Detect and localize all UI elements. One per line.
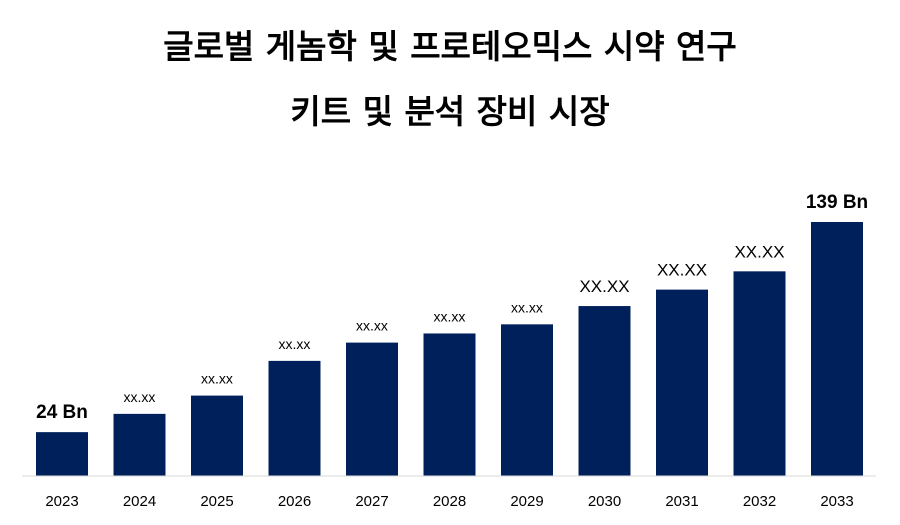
bar-2025: [191, 395, 243, 476]
bar-2030: [578, 306, 631, 476]
data-label-2028: xx.xx: [434, 308, 466, 324]
x-tick-2030: 2030: [588, 493, 621, 510]
data-label-2023: 24 Bn: [36, 402, 88, 423]
data-label-2026: xx.xx: [279, 336, 311, 352]
data-label-2027: xx.xx: [356, 318, 388, 334]
data-label-2029: xx.xx: [511, 299, 543, 315]
bar-2031: [656, 289, 708, 476]
bar-2024: [113, 413, 166, 476]
data-label-2025: xx.xx: [201, 371, 233, 387]
chart-title-line-2: 키트 및 분석 장비 시장: [290, 92, 610, 131]
data-label-2031: XX.XX: [657, 261, 707, 280]
x-tick-2023: 2023: [45, 493, 78, 510]
x-tick-2033: 2033: [820, 493, 853, 510]
x-tick-2027: 2027: [355, 493, 388, 510]
x-tick-2029: 2029: [510, 493, 543, 510]
x-tick-2025: 2025: [200, 493, 233, 510]
x-tick-2024: 2024: [123, 493, 156, 510]
bar-2028: [423, 333, 476, 476]
chart-title-line-1: 글로벌 게놈학 및 프로테오믹스 시약 연구: [163, 27, 737, 66]
bar-2026: [268, 360, 321, 476]
x-tick-2032: 2032: [743, 493, 776, 510]
x-tick-2026: 2026: [278, 493, 311, 510]
data-label-2033: 139 Bn: [806, 192, 868, 213]
data-label-2030: XX.XX: [579, 277, 629, 296]
x-tick-2028: 2028: [433, 493, 466, 510]
bar-2027: [346, 342, 398, 476]
bar-2033: [811, 222, 863, 476]
bar-2023: [36, 432, 88, 476]
bar-2032: [733, 271, 786, 476]
data-label-2032: XX.XX: [734, 242, 784, 261]
data-label-2024: xx.xx: [124, 389, 156, 405]
bar-2029: [501, 324, 553, 476]
x-tick-2031: 2031: [665, 493, 698, 510]
